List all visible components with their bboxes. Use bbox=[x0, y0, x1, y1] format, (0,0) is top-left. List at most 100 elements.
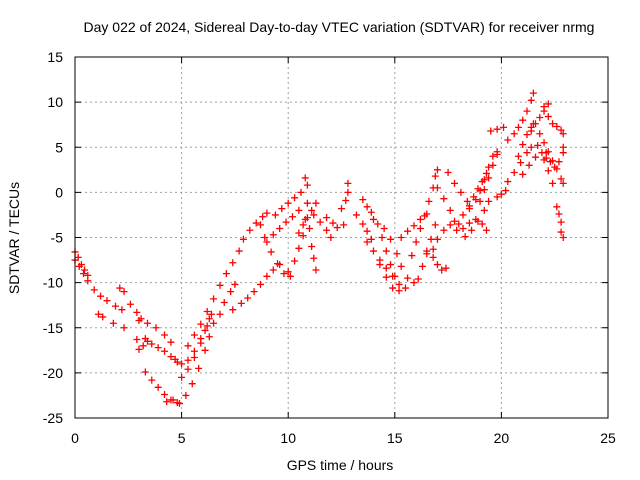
data-point bbox=[184, 365, 192, 373]
data-point bbox=[555, 158, 563, 166]
data-point bbox=[465, 205, 473, 213]
data-point bbox=[203, 322, 211, 330]
series-trace-37 bbox=[444, 169, 471, 205]
series-trace-16 bbox=[229, 209, 271, 267]
data-point bbox=[112, 302, 120, 310]
data-point bbox=[450, 217, 458, 225]
series-trace-46 bbox=[504, 89, 537, 144]
series-trace-14 bbox=[210, 280, 239, 327]
data-point bbox=[261, 234, 269, 241]
data-point bbox=[109, 319, 117, 327]
data-point bbox=[284, 268, 292, 276]
data-point bbox=[340, 221, 348, 229]
data-point bbox=[553, 203, 561, 211]
data-point bbox=[472, 196, 480, 204]
data-point bbox=[184, 342, 192, 350]
data-point bbox=[329, 219, 337, 227]
data-point bbox=[312, 199, 320, 207]
data-point bbox=[143, 319, 151, 327]
data-point bbox=[327, 234, 335, 241]
series-trace-26 bbox=[352, 211, 375, 243]
data-point bbox=[291, 194, 299, 202]
data-point bbox=[453, 226, 461, 234]
data-point bbox=[126, 300, 134, 308]
data-point bbox=[374, 220, 382, 228]
data-point bbox=[408, 252, 416, 260]
data-point bbox=[99, 313, 107, 321]
data-point bbox=[519, 116, 527, 124]
data-point bbox=[382, 273, 390, 281]
data-point bbox=[295, 244, 303, 252]
data-point bbox=[433, 235, 441, 243]
data-point bbox=[404, 274, 412, 282]
data-point bbox=[527, 127, 535, 135]
data-point bbox=[190, 347, 198, 355]
data-point bbox=[201, 346, 209, 354]
data-point bbox=[369, 247, 377, 255]
data-point bbox=[141, 368, 149, 376]
data-point bbox=[263, 238, 271, 246]
data-point bbox=[359, 220, 367, 228]
data-point bbox=[446, 221, 454, 229]
data-point bbox=[455, 220, 463, 228]
data-point bbox=[171, 355, 179, 363]
data-point bbox=[557, 218, 565, 226]
data-point bbox=[216, 281, 224, 289]
data-point bbox=[517, 159, 525, 167]
data-point bbox=[425, 197, 433, 205]
data-point bbox=[197, 320, 205, 328]
data-point bbox=[480, 186, 488, 194]
series-trace-44 bbox=[493, 187, 510, 201]
data-point bbox=[514, 152, 522, 160]
x-tick-label: 15 bbox=[387, 430, 403, 446]
data-point bbox=[118, 306, 126, 314]
data-point bbox=[154, 383, 162, 391]
data-point bbox=[465, 219, 473, 227]
series-trace-17 bbox=[256, 221, 294, 280]
data-point bbox=[421, 212, 429, 220]
data-point bbox=[493, 150, 501, 158]
data-point bbox=[476, 197, 484, 205]
series-trace-43 bbox=[476, 150, 501, 205]
series-trace-51 bbox=[540, 103, 567, 138]
data-point bbox=[303, 199, 311, 207]
data-point bbox=[412, 238, 420, 246]
series-trace-42 bbox=[461, 197, 493, 241]
data-point bbox=[252, 219, 260, 227]
data-point bbox=[367, 208, 375, 216]
data-point bbox=[139, 342, 147, 350]
data-point bbox=[433, 261, 441, 269]
data-points bbox=[71, 89, 567, 408]
data-point bbox=[344, 179, 352, 187]
data-point bbox=[416, 224, 424, 232]
data-point bbox=[342, 196, 350, 204]
series-trace-15 bbox=[229, 261, 284, 314]
x-tick-labels: 0 5 10 15 20 25 bbox=[71, 430, 616, 446]
data-point bbox=[559, 234, 567, 241]
y-tick-label: -25 bbox=[43, 410, 63, 426]
x-tick-label: 5 bbox=[178, 430, 186, 446]
data-point bbox=[557, 175, 565, 183]
data-point bbox=[419, 262, 427, 270]
data-point bbox=[493, 193, 501, 201]
data-point bbox=[222, 270, 230, 278]
data-point bbox=[363, 227, 371, 235]
data-point bbox=[414, 275, 422, 283]
data-point bbox=[135, 317, 143, 325]
data-point bbox=[295, 229, 303, 237]
data-point bbox=[244, 294, 252, 302]
data-point bbox=[310, 211, 318, 219]
data-point bbox=[259, 213, 267, 221]
series-trace-05 bbox=[116, 284, 145, 323]
data-point bbox=[229, 259, 237, 267]
data-point bbox=[446, 206, 454, 214]
data-point bbox=[205, 315, 213, 323]
data-point bbox=[387, 235, 395, 243]
data-point bbox=[485, 163, 493, 171]
data-point bbox=[295, 206, 303, 214]
data-point bbox=[84, 277, 92, 285]
data-point bbox=[148, 376, 156, 384]
series-trace-28 bbox=[363, 238, 409, 292]
data-point bbox=[549, 179, 557, 187]
data-point bbox=[459, 224, 467, 232]
